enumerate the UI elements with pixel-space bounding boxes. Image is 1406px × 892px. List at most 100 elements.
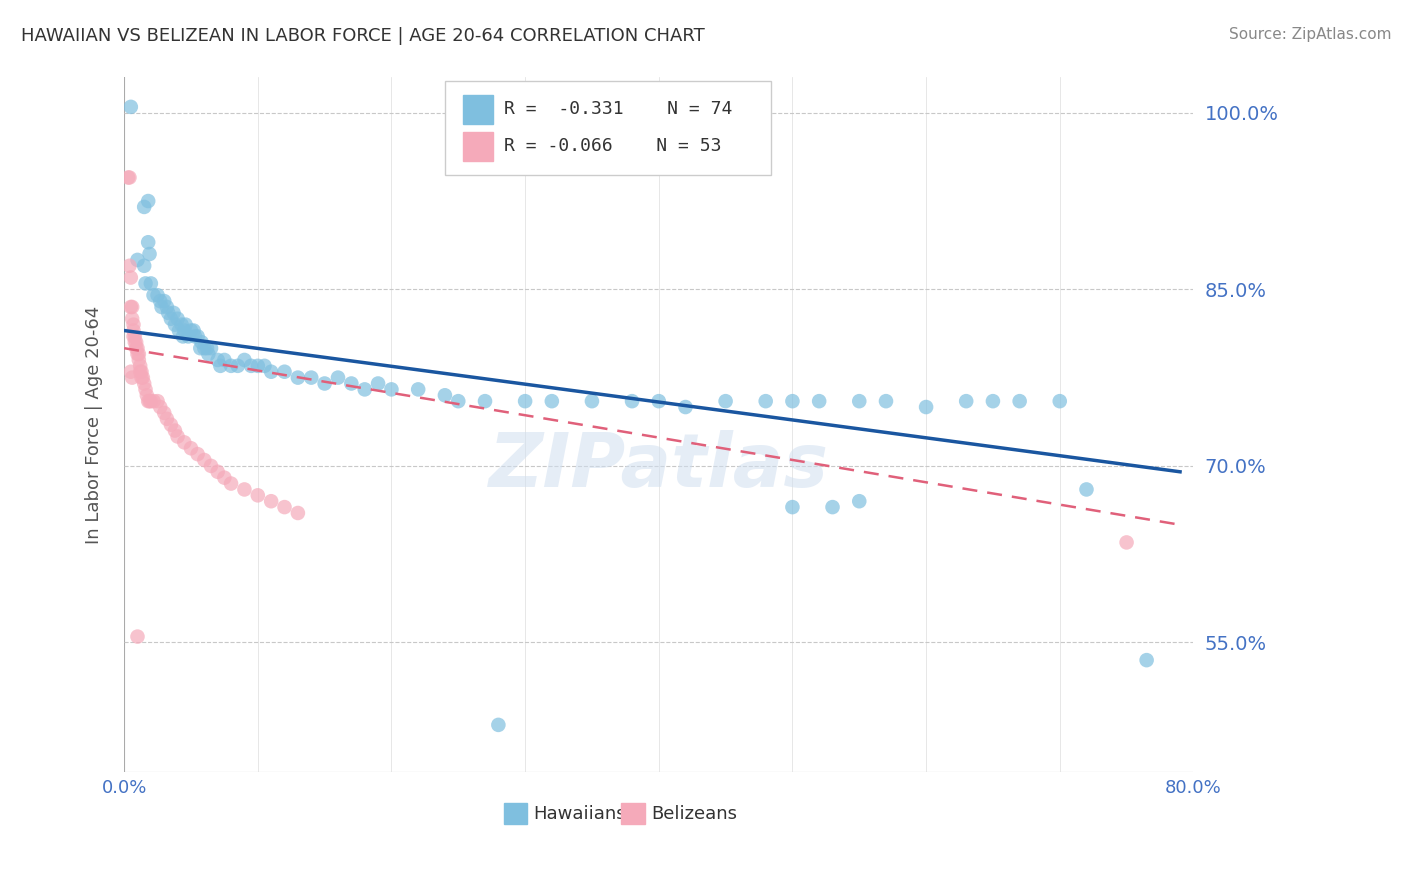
Point: [1008, 394, 1031, 409]
Point: [129, 359, 152, 373]
Point: [714, 394, 737, 409]
Point: [219, 476, 242, 491]
Point: [153, 294, 176, 309]
Point: [132, 370, 155, 384]
Point: [187, 447, 209, 461]
Point: [129, 365, 152, 379]
Point: [540, 394, 562, 409]
Point: [214, 353, 236, 368]
Point: [273, 500, 295, 515]
Text: R =  -0.331    N = 74: R = -0.331 N = 74: [503, 101, 733, 119]
Point: [180, 442, 202, 456]
Point: [848, 494, 870, 508]
Point: [156, 412, 179, 426]
Point: [821, 500, 844, 515]
Point: [188, 341, 211, 355]
Point: [184, 329, 207, 343]
Point: [200, 458, 222, 473]
Text: Belizeans: Belizeans: [651, 805, 737, 822]
Point: [180, 324, 202, 338]
Point: [187, 329, 209, 343]
Point: [246, 488, 269, 502]
Point: [149, 294, 172, 309]
Point: [117, 170, 139, 185]
Point: [124, 329, 146, 343]
Point: [167, 324, 190, 338]
Point: [135, 388, 157, 402]
Point: [131, 370, 153, 384]
Bar: [463, 95, 494, 124]
Point: [118, 259, 141, 273]
Point: [162, 306, 184, 320]
Point: [1115, 535, 1137, 549]
Point: [122, 318, 145, 332]
Point: [142, 394, 165, 409]
Point: [160, 417, 183, 432]
Point: [287, 370, 309, 384]
Point: [353, 383, 375, 397]
Point: [124, 335, 146, 350]
Point: [340, 376, 363, 391]
Point: [1136, 653, 1159, 667]
Text: HAWAIIAN VS BELIZEAN IN LABOR FORCE | AGE 20-64 CORRELATION CHART: HAWAIIAN VS BELIZEAN IN LABOR FORCE | AG…: [21, 27, 704, 45]
Point: [173, 435, 195, 450]
Point: [172, 329, 194, 343]
Point: [447, 394, 470, 409]
Point: [240, 359, 263, 373]
Point: [170, 318, 193, 332]
Point: [128, 347, 150, 361]
Point: [160, 311, 183, 326]
Point: [406, 383, 429, 397]
Point: [127, 341, 149, 355]
Point: [122, 324, 145, 338]
Point: [120, 100, 142, 114]
Point: [121, 311, 143, 326]
Point: [138, 247, 160, 261]
Point: [474, 394, 496, 409]
Point: [173, 324, 195, 338]
Text: ZIPatlas: ZIPatlas: [489, 430, 828, 503]
Point: [621, 394, 644, 409]
Point: [156, 300, 179, 314]
Point: [131, 365, 153, 379]
Point: [486, 718, 509, 732]
Point: [782, 394, 804, 409]
Point: [197, 347, 219, 361]
Point: [233, 353, 256, 368]
Text: R = -0.066    N = 53: R = -0.066 N = 53: [503, 137, 721, 155]
Point: [190, 335, 212, 350]
Point: [125, 335, 148, 350]
Point: [287, 506, 309, 520]
Point: [755, 394, 778, 409]
Point: [1049, 394, 1071, 409]
Point: [127, 347, 149, 361]
Point: [136, 235, 159, 250]
Point: [808, 394, 831, 409]
Point: [120, 300, 142, 314]
Point: [139, 394, 162, 409]
Point: [299, 370, 322, 384]
Point: [955, 394, 977, 409]
Point: [134, 259, 156, 273]
Bar: [621, 803, 645, 824]
Point: [120, 365, 142, 379]
Point: [193, 341, 215, 355]
Point: [150, 300, 173, 314]
Point: [121, 300, 143, 314]
Text: Hawaiians: Hawaiians: [534, 805, 626, 822]
Point: [146, 288, 169, 302]
Point: [120, 270, 142, 285]
Point: [174, 318, 197, 332]
Point: [136, 394, 159, 409]
Point: [207, 465, 229, 479]
Point: [128, 353, 150, 368]
Point: [195, 341, 218, 355]
Bar: [463, 132, 494, 161]
Point: [915, 400, 938, 414]
Point: [153, 406, 176, 420]
Point: [134, 383, 156, 397]
Point: [118, 170, 141, 185]
Point: [253, 359, 276, 373]
Point: [207, 353, 229, 368]
Point: [581, 394, 603, 409]
